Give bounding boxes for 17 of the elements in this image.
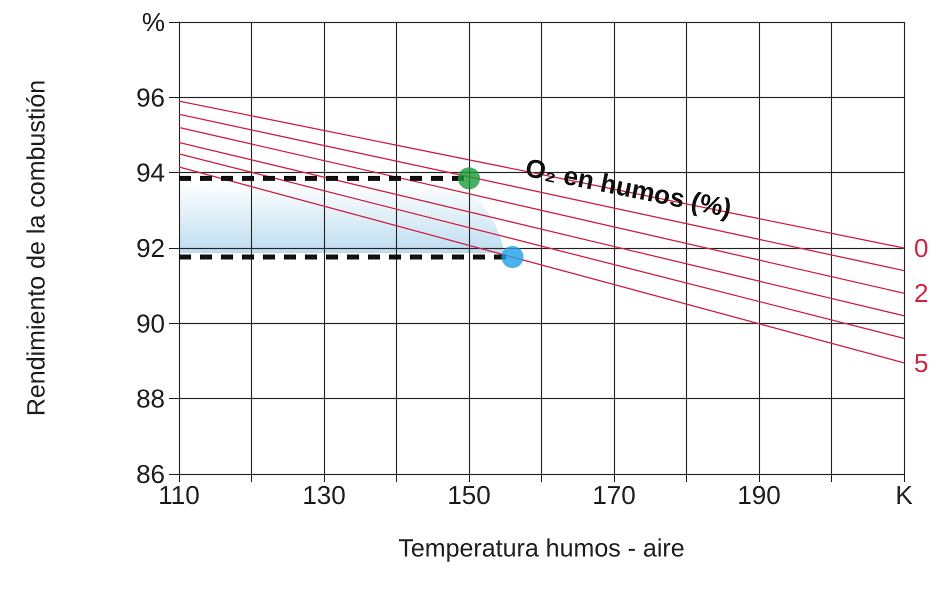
y-tick-label: 94 [136, 158, 165, 188]
y-tick-label: % [142, 7, 165, 37]
series-label: 5 [914, 348, 928, 378]
y-tick-label: 90 [136, 308, 165, 338]
x-tick-label: 130 [302, 480, 346, 510]
x-tick-label: 170 [592, 480, 636, 510]
series-label: 2 [914, 278, 928, 308]
x-tick-label: K [895, 480, 914, 510]
y-tick-label: 88 [136, 384, 165, 414]
series-label: 0 [914, 233, 928, 263]
y-tick-label: 92 [136, 233, 165, 263]
x-tick-label: 190 [737, 480, 781, 510]
y-axis-title: Rendimiento de la combustión [22, 80, 50, 416]
x-axis-title: Temperatura humos - aire [398, 534, 685, 562]
x-tick-label: 150 [447, 480, 491, 510]
y-tick-label: 96 [136, 82, 165, 112]
annotation: O₂ en humos (%) [522, 152, 734, 224]
